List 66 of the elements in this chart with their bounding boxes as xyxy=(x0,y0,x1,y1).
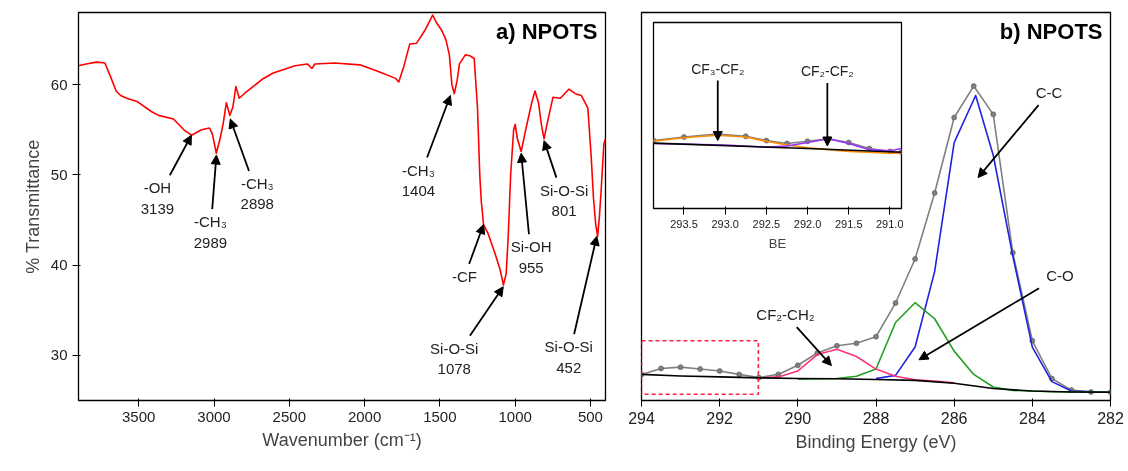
x-tick-label: 292.5 xyxy=(752,217,781,230)
x-tick-label: 500 xyxy=(577,407,603,425)
x-tick-label: 293.5 xyxy=(670,217,698,230)
annotation: Si-O-Si 1078 xyxy=(430,339,479,378)
y-tick-label: 50 xyxy=(50,165,68,183)
x-axis-title: Wavenumber (cm⁻¹) xyxy=(262,429,422,450)
point xyxy=(892,300,899,306)
x-tick-label: 284 xyxy=(1018,409,1046,427)
point xyxy=(873,333,879,340)
x-tick-label: 294 xyxy=(628,409,655,427)
annotation: Si-O-Si 801 xyxy=(539,181,589,220)
point xyxy=(763,137,770,144)
point xyxy=(912,256,918,262)
point xyxy=(931,190,938,196)
x-tick-label: 293.0 xyxy=(711,217,739,230)
annotation: -CH₃ 2989 xyxy=(193,213,228,251)
annotation: C-C xyxy=(1035,84,1063,102)
x-tick-label: 2500 xyxy=(272,407,306,425)
point xyxy=(677,364,684,370)
x-tick-label: 286 xyxy=(940,409,968,427)
point xyxy=(1029,337,1036,344)
point xyxy=(970,83,977,89)
x-tick-label: 3000 xyxy=(197,407,231,425)
point xyxy=(736,371,743,378)
point xyxy=(697,366,703,372)
x-tick-label: 292 xyxy=(706,409,734,427)
point xyxy=(681,134,687,140)
annotation: Si-O-Si 452 xyxy=(544,338,593,376)
point xyxy=(658,365,664,372)
annotation: CF₂-CF₂ xyxy=(800,63,854,79)
x-tick-label: 291.0 xyxy=(875,217,904,230)
annotation: Si-OH 955 xyxy=(510,238,552,276)
annotation: -CH₃ 2898 xyxy=(240,174,274,213)
x-tick-label: 1500 xyxy=(423,407,457,425)
point xyxy=(795,362,801,369)
point xyxy=(834,343,840,349)
x-tick-label: 1000 xyxy=(498,407,532,425)
point xyxy=(716,368,723,374)
x-tick-label: 2000 xyxy=(347,407,382,425)
x-tick-label: 288 xyxy=(862,409,890,427)
point xyxy=(845,139,852,146)
annotation: C-O xyxy=(1046,267,1074,285)
y-tick-label: 60 xyxy=(50,75,68,93)
annotation: -CF xyxy=(452,268,478,286)
chart-title: b) NPOTS xyxy=(999,18,1103,44)
point xyxy=(853,340,860,347)
x-axis-title: Binding Energy (eV) xyxy=(795,431,957,452)
x-tick-label: 290 xyxy=(784,409,812,427)
annotation: CF₂-CH₂ xyxy=(756,306,815,324)
y-axis-title: % Transmittance xyxy=(22,139,43,274)
x-tick-label: 292.0 xyxy=(793,217,822,230)
x-axis-title: BE xyxy=(768,235,787,251)
annotation: -CH₃ 1404 xyxy=(401,161,436,200)
point xyxy=(804,138,811,145)
point xyxy=(990,111,997,118)
x-tick-label: 3500 xyxy=(122,407,156,425)
point xyxy=(951,114,957,121)
x-tick-label: 291.5 xyxy=(835,217,863,230)
x-tick-label: 282 xyxy=(1097,409,1124,427)
y-tick-label: 30 xyxy=(50,346,68,364)
chart-title: a) NPOTS xyxy=(496,18,598,44)
annotation: CF₃-CF₂ xyxy=(691,60,745,77)
point xyxy=(775,371,782,378)
y-tick-label: 40 xyxy=(50,256,68,274)
annotation: -OH 3139 xyxy=(140,179,175,217)
point xyxy=(1049,375,1055,382)
